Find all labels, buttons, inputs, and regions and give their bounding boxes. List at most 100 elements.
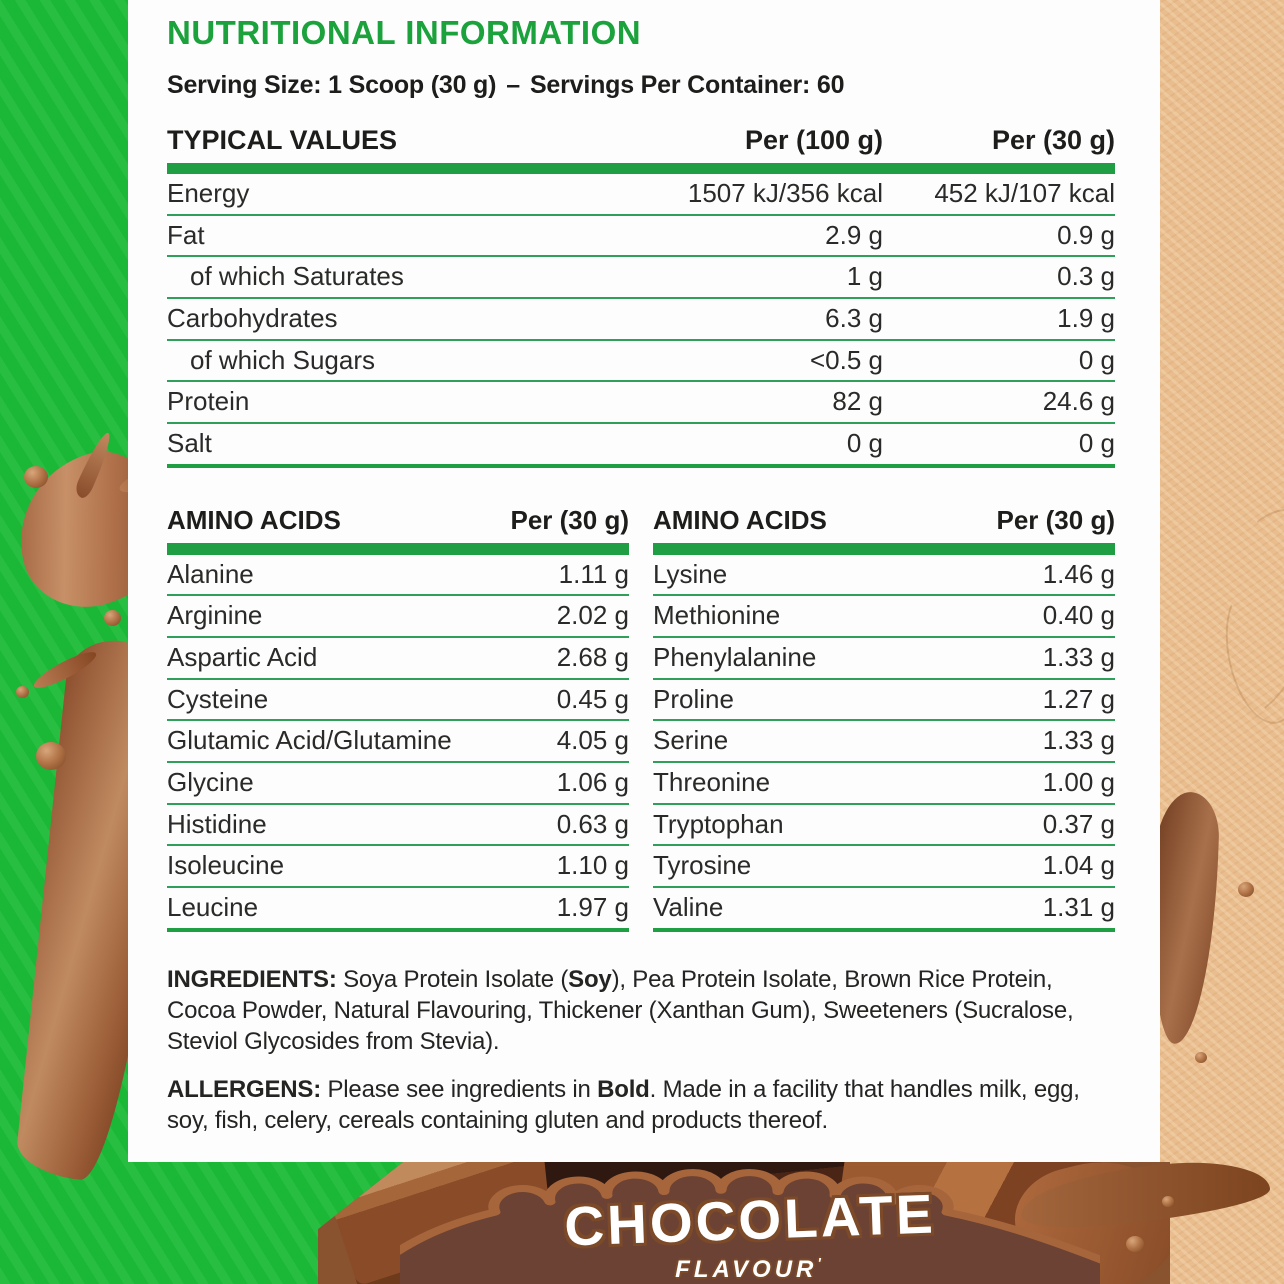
table-row: Leucine 1.97 g	[167, 888, 629, 928]
table-row: Valine 1.31 g	[653, 888, 1115, 928]
serving-info: Serving Size: 1 Scoop (30 g) – Servings Pe…	[167, 71, 1115, 100]
amino-name: Alanine	[167, 558, 254, 589]
table-row: Glycine 1.06 g	[167, 763, 629, 805]
amino-name: Phenylalanine	[653, 642, 817, 673]
column-per-30g: Per (30 g)	[510, 504, 630, 535]
amino-name: Valine	[653, 892, 724, 923]
table-row: Tryptophan 0.37 g	[653, 805, 1115, 847]
amino-name: Histidine	[167, 808, 267, 839]
amino-value: 1.04 g	[1042, 850, 1115, 881]
amino-value: 1.27 g	[1042, 683, 1115, 714]
table-row: Glutamic Acid/Glutamine 4.05 g	[167, 721, 629, 764]
amino-name: Glutamic Acid/Glutamine	[167, 725, 452, 756]
amino-value: 1.31 g	[1042, 892, 1115, 923]
column-per-100g: Per (100 g)	[744, 125, 883, 155]
nutrient-label: Fat	[167, 219, 205, 250]
chocolate-droplet	[104, 610, 121, 626]
ingredients-paragraph: INGREDIENTS: Soya Protein Isolate (Soy),…	[167, 964, 1115, 1057]
amino-value: 1.46 g	[1042, 558, 1115, 589]
amino-acids-table-right: AMINO ACIDS Per (30 g) Lysine 1.46 g Met…	[653, 505, 1115, 932]
amino-acids-title: AMINO ACIDS	[653, 504, 827, 535]
typical-values-title: TYPICAL VALUES	[167, 125, 398, 155]
chocolate-droplet	[1238, 882, 1254, 897]
column-per-30g: Per (30 g)	[996, 504, 1116, 535]
ingredients-text: ), Pea Protein Isolate, Brown Rice Prote…	[167, 965, 1074, 1055]
amino-rows: Alanine 1.11 g Arginine 2.02 g Aspartic …	[167, 555, 629, 928]
typical-values-header: TYPICAL VALUES Per (100 g) Per (30 g)	[167, 125, 1115, 156]
ingredients-text: Soya Protein Isolate (	[336, 965, 569, 993]
table-row: Histidine 0.63 g	[167, 805, 629, 847]
amino-value: 0.63 g	[556, 808, 629, 839]
amino-value: 1.00 g	[1042, 767, 1115, 798]
table-row: Phenylalanine 1.33 g	[653, 638, 1115, 680]
value-per-100g: <0.5 g	[809, 344, 883, 375]
value-per-30g: 0 g	[1078, 428, 1115, 459]
amino-name: Tryptophan	[653, 808, 784, 839]
table-row: Threonine 1.00 g	[653, 763, 1115, 805]
nutrient-label: Protein	[167, 386, 250, 417]
amino-name: Proline	[653, 683, 734, 714]
table-row: Arginine 2.02 g	[167, 596, 629, 639]
ingredients-bold-word: Soy	[568, 965, 612, 993]
dash-separator: –	[506, 71, 520, 99]
amino-value: 4.05 g	[556, 725, 629, 756]
value-per-30g: 0.9 g	[1057, 219, 1115, 250]
flavour-descriptor: FLAVOUR'	[400, 1256, 1100, 1284]
amino-value: 1.06 g	[556, 767, 629, 798]
column-per-30g: Per (30 g)	[991, 125, 1115, 155]
kraft-paper-background	[1158, 0, 1284, 1284]
value-per-30g: 1.9 g	[1057, 303, 1115, 334]
amino-name: Glycine	[167, 767, 254, 798]
value-per-100g: 2.9 g	[825, 219, 883, 250]
value-per-100g: 6.3 g	[825, 303, 883, 334]
amino-acids-header: AMINO ACIDS Per (30 g)	[653, 505, 1115, 536]
green-end-bar	[167, 927, 629, 932]
chocolate-droplet	[1162, 1196, 1174, 1207]
amino-name: Arginine	[167, 600, 263, 631]
amino-name: Aspartic Acid	[167, 642, 318, 673]
table-row: Serine 1.33 g	[653, 721, 1115, 764]
amino-name: Isoleucine	[167, 850, 285, 881]
flavour-footnote-mark: '	[817, 1256, 825, 1272]
table-row: of which Saturates 1 g 0.3 g	[167, 257, 1115, 300]
amino-value: 1.33 g	[1042, 725, 1115, 756]
flavour-name: CHOCOLATE	[563, 1182, 937, 1258]
chocolate-droplet	[36, 742, 66, 770]
table-row: Salt 0 g 0 g	[167, 424, 1115, 464]
amino-acids-title: AMINO ACIDS	[167, 504, 341, 535]
green-end-bar	[167, 463, 1115, 468]
table-row: Methionine 0.40 g	[653, 596, 1115, 639]
value-per-30g: 452 kJ/107 kcal	[934, 178, 1115, 208]
amino-name: Serine	[653, 725, 729, 756]
amino-value: 0.40 g	[1042, 600, 1115, 631]
amino-value: 1.33 g	[1042, 642, 1115, 673]
amino-value: 2.02 g	[556, 600, 629, 631]
nutrient-label: Energy	[167, 178, 250, 208]
table-row: Isoleucine 1.10 g	[167, 846, 629, 889]
table-row: Protein 82 g 24.6 g	[167, 382, 1115, 425]
table-row: Fat 2.9 g 0.9 g	[167, 216, 1115, 258]
value-per-100g: 1 g	[846, 261, 883, 292]
table-row: of which Sugars <0.5 g 0 g	[167, 341, 1115, 383]
serving-size-value: 1 Scoop (30 g)	[328, 71, 497, 99]
green-divider-bar	[653, 542, 1115, 555]
amino-value: 1.97 g	[556, 892, 629, 923]
amino-name: Methionine	[653, 600, 781, 631]
value-per-30g: 0.3 g	[1057, 261, 1115, 292]
amino-name: Leucine	[167, 892, 259, 923]
table-row: Alanine 1.11 g	[167, 555, 629, 597]
value-per-30g: 0 g	[1078, 344, 1115, 375]
serving-size-label: Serving Size:	[167, 71, 322, 99]
value-per-100g: 1507 kJ/356 kcal	[687, 178, 883, 208]
nutrient-label: Salt	[167, 428, 212, 459]
amino-value: 2.68 g	[556, 642, 629, 673]
table-row: Energy 1507 kJ/356 kcal 452 kJ/107 kcal	[167, 174, 1115, 216]
table-row: Carbohydrates 6.3 g 1.9 g	[167, 299, 1115, 341]
servings-per-container-value: 60	[816, 71, 845, 99]
green-divider-bar	[167, 542, 629, 555]
amino-value: 0.37 g	[1042, 808, 1115, 839]
panel-title: NUTRITIONAL INFORMATION	[167, 14, 642, 51]
green-divider-bar	[167, 163, 1115, 174]
chocolate-droplet	[24, 466, 48, 488]
